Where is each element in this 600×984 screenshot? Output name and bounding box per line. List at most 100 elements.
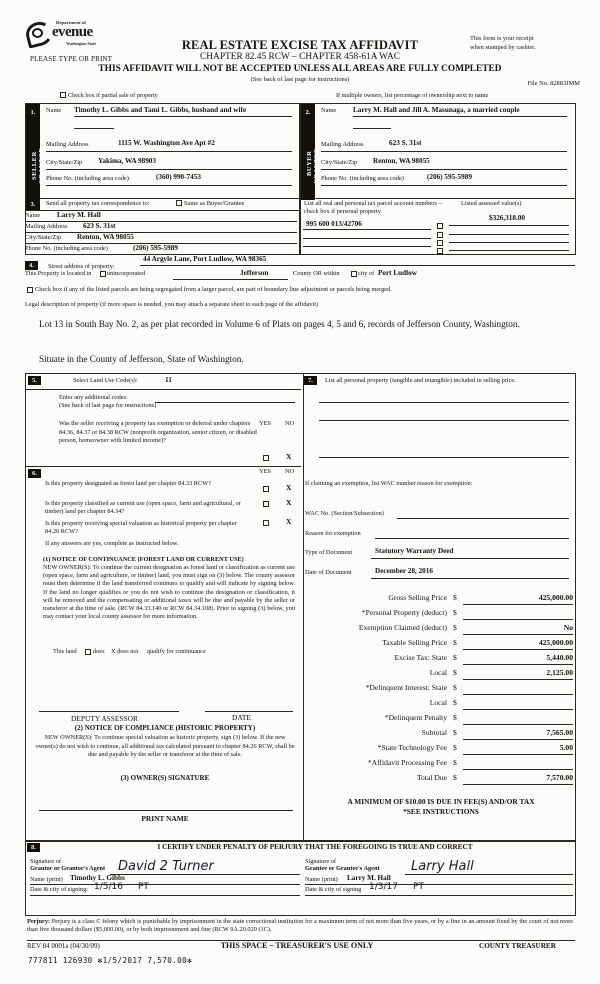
buyer-mailing-value[interactable]: 623 S. 31st xyxy=(389,139,422,147)
assessed-rule-2 xyxy=(449,234,569,235)
wac-rule[interactable] xyxy=(397,518,569,519)
personal-property-rule-2[interactable] xyxy=(319,420,569,421)
grantee-signature-mark[interactable]: Larry Hall xyxy=(411,859,474,874)
doc-date-value[interactable]: December 28, 2016 xyxy=(375,567,433,575)
section6-q3-answer[interactable]: X xyxy=(286,517,292,526)
assessed-rule-1 xyxy=(449,225,569,226)
tax-row-value[interactable]: 425,000.00 xyxy=(538,593,573,602)
personal-property-rule-3[interactable] xyxy=(319,457,569,458)
same-as-buyer-checkbox[interactable] xyxy=(176,200,182,206)
doc-type-value[interactable]: Statutory Warranty Deed xyxy=(375,547,454,555)
seller-mailing-rule xyxy=(46,151,292,152)
city-checkbox[interactable] xyxy=(351,271,357,277)
buyer-citystatezip-label: City/State/Zip xyxy=(321,159,358,166)
partial-sale-checkbox[interactable] xyxy=(60,92,66,98)
grantor-signature-mark[interactable]: David 2 Turner xyxy=(118,859,214,874)
section6-q3-yes-checkbox[interactable] xyxy=(263,520,269,526)
assessor-date-rule xyxy=(205,711,293,712)
deputy-assessor-rule xyxy=(39,711,179,712)
parcel-personal-property-checkbox-3[interactable] xyxy=(437,240,443,246)
tax-row: Excise Tax: State $5,440.00 xyxy=(305,652,575,667)
street-address-value[interactable]: 44 Argyle Lane, Port Ludlow, WA 98365 xyxy=(143,255,267,263)
segregation-checkbox[interactable] xyxy=(27,287,33,293)
parcel-number-1[interactable]: 995 600 013/42706 xyxy=(306,220,362,228)
correspondence-citystatezip-value[interactable]: Renton, WA 98055 xyxy=(77,233,134,241)
city-value[interactable]: Port Ludlow xyxy=(378,269,417,277)
tax-row-value[interactable]: 7,570.00 xyxy=(546,773,573,782)
does-qualify-checkbox[interactable] xyxy=(85,649,91,655)
grantor-sig-label-2: Grantor or Grantor's Agent xyxy=(30,865,106,872)
buyer-citystatezip-value[interactable]: Renton, WA 98055 xyxy=(373,157,430,165)
seller-phone-value[interactable]: (360) 990-7453 xyxy=(156,173,201,181)
legal-description-text-1: Lot 13 in South Bay No. 2, as per plat r… xyxy=(39,319,520,329)
currency-symbol: $ xyxy=(453,668,457,677)
currency-symbol: $ xyxy=(453,608,457,617)
section7-label: List all personal property (tangible and… xyxy=(325,377,516,384)
grantee-name-label: Name (print) xyxy=(305,876,338,883)
personal-property-rule-1[interactable] xyxy=(319,402,569,403)
correspondence-send-to-label: Send all property tax correspondence to: xyxy=(46,200,150,207)
seller-citystatezip-value[interactable]: Yakima, WA 98903 xyxy=(98,157,156,165)
does-not-label[interactable]: X does not xyxy=(111,648,139,655)
grantee-date-rule xyxy=(305,895,573,896)
buyer-name-value[interactable]: Larry M. Hall and Jill A. Masunaga, a ma… xyxy=(353,106,520,114)
tax-row-rule xyxy=(463,739,573,740)
section6-q2-answer[interactable]: X xyxy=(286,498,292,507)
tax-row-value[interactable]: 7,565.00 xyxy=(546,728,573,737)
tax-row-rule xyxy=(463,784,573,785)
grantee-date-label: Date & city of signing xyxy=(305,886,362,893)
correspondence-phone-value[interactable]: (206) 595-5989 xyxy=(133,244,178,252)
tax-row-value[interactable]: 425,000.00 xyxy=(538,638,573,647)
currency-symbol: $ xyxy=(453,638,457,647)
grantor-date-value[interactable]: 1/5/16 xyxy=(94,882,123,892)
correspondence-mailing-value[interactable]: 623 S. 31st xyxy=(83,222,116,230)
file-number-label: File No. xyxy=(527,80,549,87)
correspondence-phone-rule xyxy=(25,254,297,255)
seller-name-rule-2 xyxy=(74,128,114,129)
buyer-phone-value[interactable]: (206) 595-5989 xyxy=(427,173,472,181)
tax-row-value[interactable]: 5,440.00 xyxy=(546,653,573,662)
section6-q1-yes-checkbox[interactable] xyxy=(263,486,269,492)
buyer-side-label-2: GRANTEE xyxy=(313,148,320,184)
parcel-list-label-2: numbers – check box if personal property xyxy=(304,200,442,216)
grantor-city-value[interactable]: PT xyxy=(138,882,149,892)
parcel-list-label-1: List all real and personal tax parcel ac… xyxy=(304,200,414,207)
land-use-select-label: Select Land Use Code(s): xyxy=(73,377,138,384)
seller-mailing-value[interactable]: 1115 W. Washington Ave Apt #2 xyxy=(118,139,215,147)
grantee-date-value[interactable]: 1/3/17 xyxy=(369,882,398,892)
assessed-value-1[interactable]: $326,318.00 xyxy=(489,214,525,222)
form-subtitle: CHAPTER 82.45 RCW – CHAPTER 458-61A WAC xyxy=(200,52,400,62)
seller-name-value[interactable]: Timothy L. Gibbs and Tami L. Gibbs, husb… xyxy=(74,106,247,114)
assessed-rule-3 xyxy=(449,242,569,243)
parcel-personal-property-checkbox-1[interactable] xyxy=(437,223,443,229)
correspondence-mailing-rule xyxy=(25,232,297,233)
section6-q1-answer[interactable]: X xyxy=(286,483,292,492)
section6-q2-yes-checkbox[interactable] xyxy=(263,501,269,507)
form-title: REAL ESTATE EXCISE TAX AFFIDAVIT xyxy=(181,38,419,52)
file-number-value: 82883JMM xyxy=(550,80,580,87)
parcel-personal-property-checkbox-2[interactable] xyxy=(437,232,443,238)
county-value[interactable]: Jefferson xyxy=(240,269,269,277)
correspondence-name-value[interactable]: Larry M. Hall xyxy=(57,211,101,219)
minimum-due-note-2: *SEE INSTRUCTIONS xyxy=(403,807,479,816)
legal-description-label: Legal description of property (if more s… xyxy=(25,301,319,308)
reason-rule[interactable] xyxy=(375,538,569,539)
seller-name-rule-1 xyxy=(74,116,292,117)
seller-number: 1. xyxy=(30,109,36,116)
unincorporated-checkbox[interactable] xyxy=(100,271,106,277)
tax-row-value[interactable]: 5.00 xyxy=(559,743,573,752)
grantee-city-value[interactable]: PT xyxy=(413,882,424,892)
land-use-no-answer[interactable]: X xyxy=(286,452,292,461)
tax-row-value[interactable]: 2,125.00 xyxy=(546,668,573,677)
parcel-personal-property-checkbox-4[interactable] xyxy=(437,248,443,254)
notice2-title: (2) NOTICE OF COMPLIANCE (HISTORIC PROPE… xyxy=(74,724,256,732)
perjury-note: Perjury: Perjury is a class C felony whi… xyxy=(27,918,573,934)
grantee-name-value[interactable]: Larry M. Hall xyxy=(347,874,391,882)
additional-codes-label: Enter any additional codes: xyxy=(59,394,128,401)
grantor-name-value[interactable]: Timothy L. Gibbs xyxy=(70,874,125,882)
tax-row-label: Taxable Selling Price xyxy=(382,638,447,647)
land-use-yes-checkbox[interactable] xyxy=(263,455,269,461)
owner-signature-rule[interactable] xyxy=(39,810,293,811)
land-use-code-value[interactable]: 11 xyxy=(165,376,172,384)
tax-row-value[interactable]: No xyxy=(563,623,573,632)
